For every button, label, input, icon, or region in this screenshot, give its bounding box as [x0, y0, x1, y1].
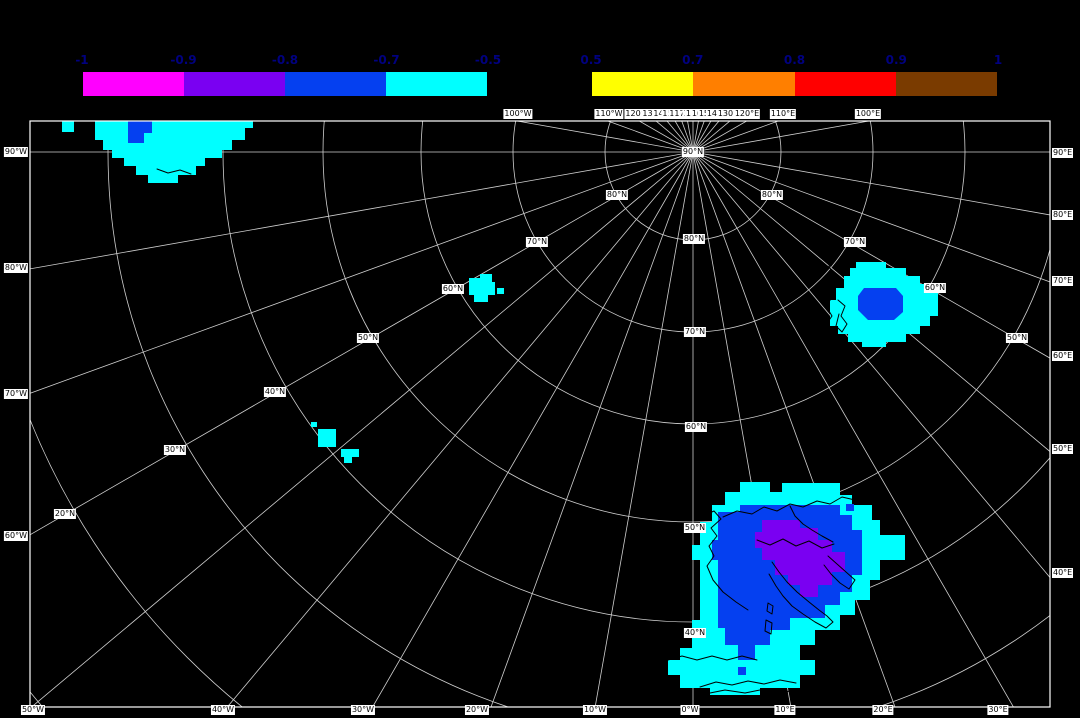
parallel-gridline — [107, 121, 1050, 707]
data-region-europe-purple — [755, 520, 845, 597]
meridian-gridline — [692, 151, 1014, 707]
data-region-atlantic-speck-3 — [341, 449, 359, 463]
meridian-gridline — [687, 121, 694, 153]
coastline-alps-borders — [756, 538, 835, 549]
meridian-gridline — [692, 151, 1050, 359]
coastline-caspian-coast — [824, 265, 835, 347]
data-region-caspian-blue — [858, 288, 903, 320]
colorbar-tick: -0.8 — [271, 53, 299, 67]
meridian-gridline — [692, 121, 699, 153]
colorbar-segment — [592, 72, 694, 96]
data-region-atlantic-speck-1 — [311, 422, 317, 427]
colorbar-tick: 0.5 — [580, 53, 602, 67]
meridian-gridline — [681, 121, 694, 153]
meridian-gridline — [692, 121, 731, 153]
data-region-europe-blue-speck — [846, 504, 854, 511]
coastline-greenland-coast — [156, 168, 192, 175]
colorbar-tick: 0.7 — [682, 53, 704, 67]
colorbar-tick: -0.9 — [170, 53, 197, 67]
coastline-adriatic — [823, 555, 856, 590]
colorbar-tick: 1 — [993, 53, 1003, 67]
negative-colorbar: -1 -0.9 -0.8 -0.7 -0.5 — [75, 53, 501, 97]
colorbar-tick: 0.9 — [885, 53, 907, 67]
coastline-africa-coast — [704, 687, 806, 695]
meridian-gridline — [692, 121, 748, 153]
negative-colorbar-ticks: -1 -0.9 -0.8 -0.7 -0.5 — [75, 53, 501, 69]
colorbar-segment — [184, 72, 285, 96]
data-region-atlantic-speck-2 — [318, 429, 336, 447]
meridian-gridline — [692, 121, 872, 153]
colorbar-segment — [895, 72, 997, 96]
coastline-iberia-south — [699, 679, 797, 688]
data-region-iceland-speck — [497, 288, 504, 294]
meridian-gridline — [226, 151, 694, 707]
positive-colorbar-ticks: 0.5 0.7 0.8 0.9 1 — [580, 53, 1002, 69]
coastline-corsica — [766, 602, 774, 615]
colorbar-tick: -0.5 — [474, 53, 502, 67]
meridian-gridline — [692, 151, 1050, 283]
meridian-gridline — [692, 121, 705, 153]
negative-colorbar-bar — [82, 71, 488, 97]
colorbar-tick: -1 — [75, 53, 89, 67]
coastline-france-west — [702, 510, 749, 611]
meridian-gridline — [594, 151, 694, 707]
meridian-gridline — [30, 151, 694, 270]
meridian-gridline — [30, 151, 694, 536]
data-region-greenland-speck — [62, 121, 74, 132]
parallel-gridline — [322, 121, 1050, 523]
meridian-gridline — [692, 121, 780, 153]
colorbar-tick: 0.8 — [783, 53, 806, 67]
coastline-sardinia — [764, 619, 773, 635]
colorbar-segment — [693, 72, 795, 96]
coastline-iberia-north — [667, 655, 758, 661]
colorbar-segment — [285, 72, 386, 96]
meridian-gridline — [490, 151, 694, 707]
coastline-central-borders — [789, 505, 834, 543]
meridian-gridline — [692, 151, 1050, 216]
coastline-caspian-loop — [835, 299, 848, 333]
meridian-gridline — [30, 151, 694, 707]
positive-colorbar-bar — [591, 71, 998, 97]
data-region-greenland-blue — [128, 121, 152, 143]
coastline-channel-north — [722, 496, 856, 518]
positive-colorbar: 0.5 0.7 0.8 0.9 1 — [580, 53, 1002, 97]
meridian-gridline — [30, 151, 694, 394]
meridian-gridline — [692, 121, 712, 153]
data-region-iceland-cyan — [469, 274, 495, 302]
parallel-gridline — [222, 121, 1050, 623]
data-region-europe-blue-speck2 — [738, 667, 746, 675]
meridian-gridline — [372, 151, 694, 707]
coastline-italy-boot — [768, 561, 834, 629]
colorbar-segment — [83, 72, 184, 96]
meridian-gridline — [692, 121, 720, 153]
colorbar-segment — [386, 72, 487, 96]
colorbar-tick: -0.7 — [373, 53, 400, 67]
colorbar-segment — [794, 72, 896, 96]
meridian-gridline — [692, 151, 792, 707]
meridian-gridline — [692, 151, 896, 707]
map-frame-border — [29, 120, 1051, 708]
